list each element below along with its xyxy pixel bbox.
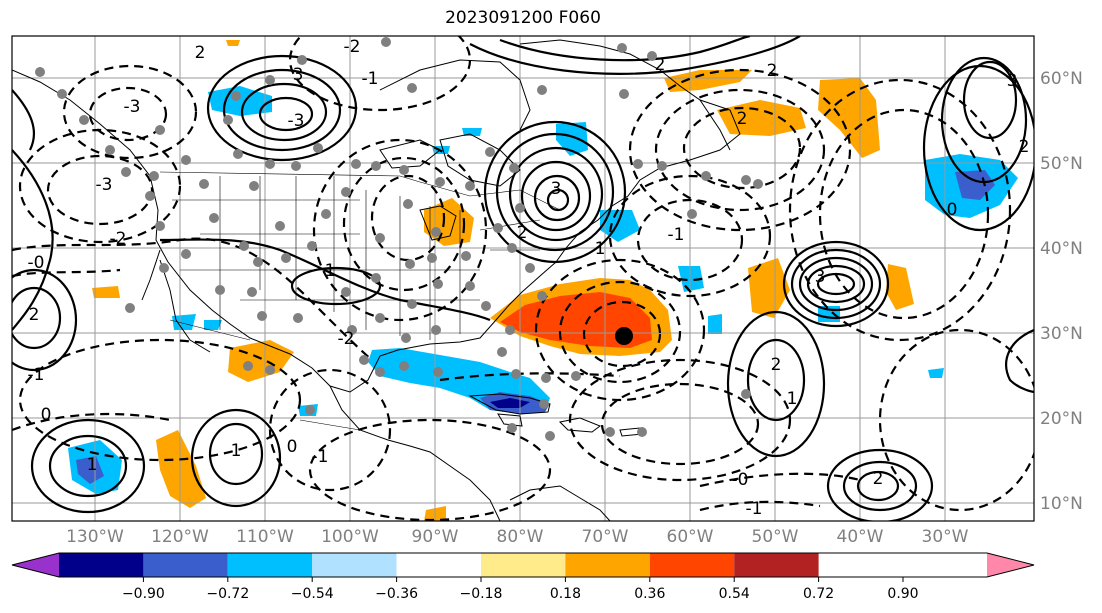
svg-text:90°W: 90°W <box>412 527 459 547</box>
colorbar-outline <box>11 552 1035 578</box>
svg-text:1: 1 <box>595 239 606 259</box>
svg-text:2: 2 <box>767 61 778 81</box>
svg-text:1: 1 <box>87 455 98 475</box>
svg-text:120°W: 120°W <box>151 527 209 547</box>
colorbar-segment <box>565 553 650 577</box>
svg-text:-1: -1 <box>668 225 685 245</box>
svg-text:130°W: 130°W <box>66 527 124 547</box>
svg-text:-1: -1 <box>746 499 763 519</box>
shaded-anomaly-fields <box>68 40 1018 521</box>
colorbar-segment <box>734 553 819 577</box>
svg-text:30°W: 30°W <box>922 527 969 547</box>
svg-text:0: 0 <box>41 405 52 425</box>
storm-center-marker <box>615 327 633 345</box>
svg-text:2: 2 <box>655 55 666 75</box>
svg-text:40°N: 40°N <box>1040 239 1083 259</box>
svg-text:2: 2 <box>29 305 40 325</box>
colorbar-tick-label: 0.72 <box>803 586 834 602</box>
svg-text:-1: -1 <box>312 447 329 467</box>
svg-text:110°W: 110°W <box>236 527 294 547</box>
svg-text:-2: -2 <box>338 329 355 349</box>
colorbar-tick-label: −0.36 <box>375 586 418 602</box>
svg-text:-0: -0 <box>732 470 749 490</box>
svg-text:3: 3 <box>551 179 562 199</box>
svg-text:3: 3 <box>815 267 826 287</box>
svg-text:30°N: 30°N <box>1040 324 1083 344</box>
svg-text:-1: -1 <box>28 365 45 385</box>
svg-text:60°W: 60°W <box>667 527 714 547</box>
svg-text:60°N: 60°N <box>1040 69 1083 89</box>
svg-text:-2: -2 <box>110 229 127 249</box>
colorbar-segment <box>481 553 566 577</box>
colorbar-ticks <box>142 577 904 582</box>
svg-text:2: 2 <box>771 355 782 375</box>
svg-text:3: 3 <box>293 65 304 85</box>
colorbar-segment <box>312 553 397 577</box>
contours-positive <box>12 36 1034 521</box>
colorbar-segment <box>227 553 313 577</box>
svg-text:50°N: 50°N <box>1040 154 1083 174</box>
svg-text:2: 2 <box>873 469 884 489</box>
state-borders <box>159 171 561 431</box>
svg-text:3: 3 <box>1007 71 1018 91</box>
colorbar-tick-label: 0.18 <box>550 586 581 602</box>
svg-text:-0: -0 <box>28 253 45 273</box>
colorbar-tick-label: −0.54 <box>291 586 334 602</box>
svg-text:-3: -3 <box>288 111 305 131</box>
contour-labels: 2 3 -2 -1 -3 -3 -2 -0 2 -1 0 1 1 0 -1 1 … <box>28 37 1030 519</box>
svg-text:-3: -3 <box>124 97 141 117</box>
coastlines <box>12 39 741 521</box>
svg-text:-3: -3 <box>96 175 113 195</box>
colorbar-extend-min <box>12 553 59 577</box>
station-markers <box>35 37 763 441</box>
svg-text:70°W: 70°W <box>582 527 629 547</box>
colorbar-segment <box>59 553 144 577</box>
svg-text:80°W: 80°W <box>497 527 544 547</box>
colorbar-tick-label: 0.36 <box>634 586 665 602</box>
svg-text:2: 2 <box>1019 137 1030 157</box>
colorbar-tick-label: 0.90 <box>887 586 918 602</box>
svg-text:1: 1 <box>787 389 798 409</box>
svg-text:1: 1 <box>325 261 336 281</box>
contours-negative <box>12 36 1034 521</box>
colorbar-tick-label: −0.90 <box>122 586 165 602</box>
svg-text:20°N: 20°N <box>1040 409 1083 429</box>
colorbar-segment <box>649 553 735 577</box>
colorbar-tick-label: 0.54 <box>719 586 750 602</box>
svg-text:0: 0 <box>287 437 298 457</box>
latitude-labels: 60°N 50°N 40°N 30°N 20°N 10°N <box>1040 69 1083 514</box>
svg-text:-2: -2 <box>344 37 361 57</box>
svg-text:-1: -1 <box>362 69 379 89</box>
colorbar-segment <box>143 553 228 577</box>
svg-text:0: 0 <box>947 200 958 220</box>
svg-text:50°W: 50°W <box>752 527 799 547</box>
svg-text:10°N: 10°N <box>1040 494 1083 514</box>
longitude-labels: 130°W 120°W 110°W 100°W 90°W 80°W 70°W 6… <box>66 527 969 547</box>
colorbar: −0.90 −0.72 −0.54 −0.36 −0.18 0.18 0.36 … <box>11 552 1035 602</box>
svg-text:2: 2 <box>517 223 528 243</box>
svg-text:100°W: 100°W <box>321 527 379 547</box>
svg-text:2: 2 <box>195 43 206 63</box>
colorbar-tick-label: −0.18 <box>460 586 503 602</box>
svg-text:1: 1 <box>231 441 242 461</box>
svg-text:2: 2 <box>737 109 748 129</box>
svg-text:40°W: 40°W <box>837 527 884 547</box>
colorbar-tick-label: −0.72 <box>206 586 249 602</box>
map-title: 2023091200 F060 <box>445 8 601 28</box>
map-frame <box>11 35 1035 522</box>
colorbar-segment <box>396 553 481 577</box>
colorbar-extend-max <box>987 553 1034 577</box>
